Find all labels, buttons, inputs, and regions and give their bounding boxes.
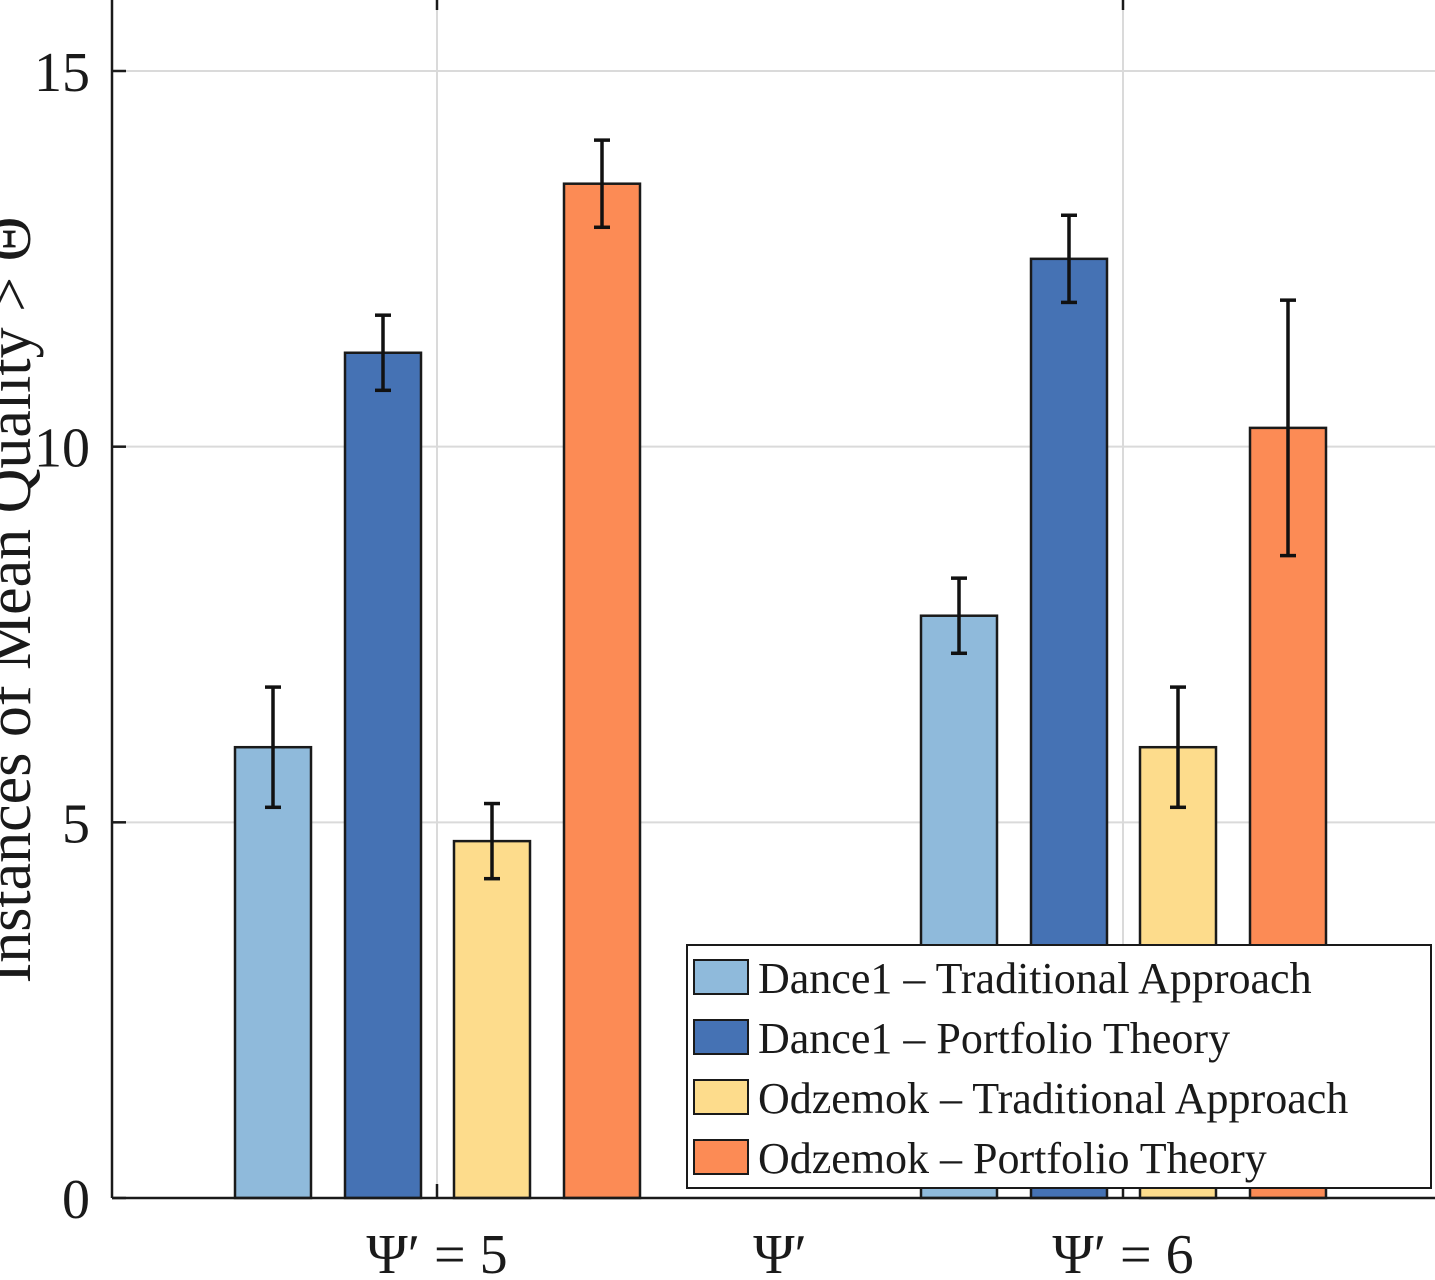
bar-series3-cat1 (452, 839, 532, 1200)
bar-series4-cat1 (562, 182, 642, 1200)
legend-swatch-dance1-portfolio (693, 1019, 749, 1055)
error-bar-series3-cat1 (484, 801, 500, 881)
error-bar-series2-cat1 (375, 313, 391, 393)
y-tick-label-3: 15 (34, 42, 90, 104)
bar-series2-cat1 (343, 351, 423, 1200)
legend-swatch-odzemok-traditional (693, 1079, 749, 1115)
error-bar-series1-cat1 (265, 685, 281, 810)
bar-series1-cat1 (233, 745, 313, 1200)
error-bar-series1-cat2 (951, 576, 967, 656)
legend-label-dance1-portfolio: Dance1 – Portfolio Theory (758, 1014, 1230, 1063)
y-tick-label-1: 5 (62, 793, 90, 855)
error-bar-series3-cat2 (1170, 685, 1186, 810)
error-bars (265, 138, 1296, 881)
legend-label-odzemok-portfolio: Odzemok – Portfolio Theory (758, 1134, 1267, 1183)
error-bar-series4-cat1 (594, 138, 610, 230)
legend-swatch-odzemok-portfolio (693, 1139, 749, 1175)
y-tick-label-0: 0 (62, 1169, 90, 1231)
error-bar-series4-cat2 (1280, 298, 1296, 558)
x-axis-label: Ψ′ (753, 1224, 807, 1280)
legend-label-dance1-traditional: Dance1 – Traditional Approach (758, 954, 1312, 1003)
y-tick-labels: 0 5 10 15 (34, 42, 90, 1231)
legend-swatch-dance1-traditional (693, 959, 749, 995)
y-tick-label-2: 10 (34, 418, 90, 480)
legend: Dance1 – Traditional Approach Dance1 – P… (686, 944, 1432, 1189)
error-bar-series2-cat2 (1061, 213, 1077, 305)
legend-box (686, 944, 1432, 1189)
y-axis-label: Instances of Mean Quality > Θ (0, 217, 44, 984)
category-label-2: Ψ′ = 6 (1052, 1224, 1193, 1280)
category-label-1: Ψ′ = 5 (366, 1224, 507, 1280)
legend-label-odzemok-traditional: Odzemok – Traditional Approach (758, 1074, 1348, 1123)
